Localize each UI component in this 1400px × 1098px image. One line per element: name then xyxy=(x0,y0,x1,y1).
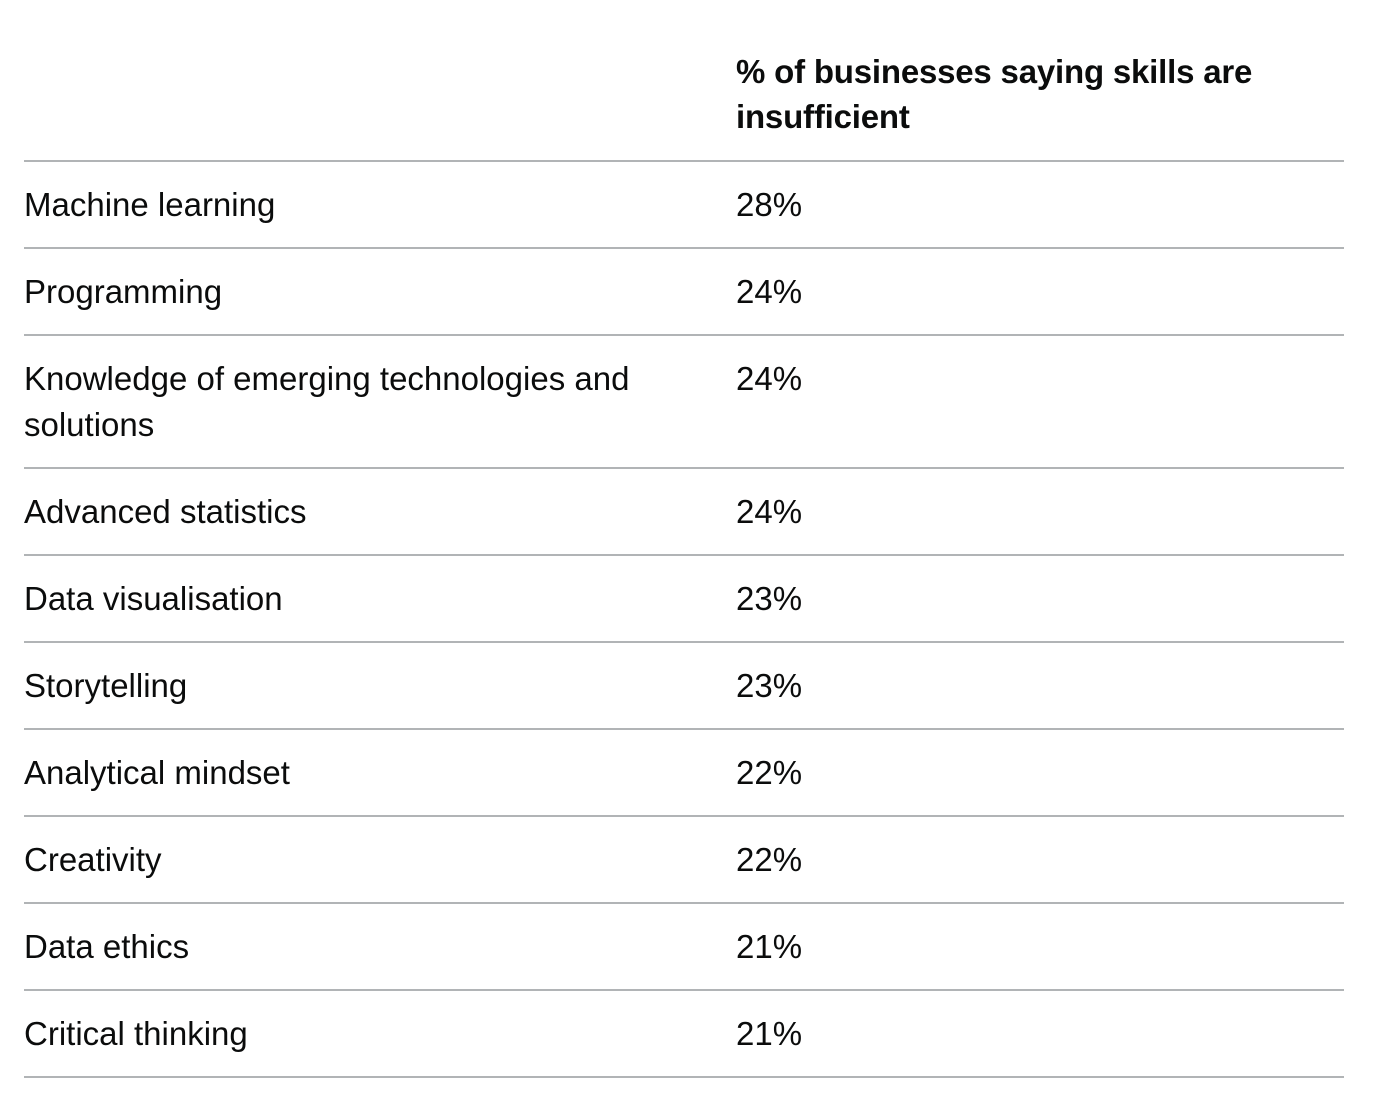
skill-cell: Data ethics xyxy=(24,903,736,991)
skills-table: % of businesses saying skills are insuff… xyxy=(24,44,1344,1078)
percentage-cell: 22% xyxy=(736,729,1344,817)
table-row: Programming 24% xyxy=(24,248,1344,336)
table-row: Data ethics 21% xyxy=(24,903,1344,991)
percentage-cell: 21% xyxy=(736,903,1344,991)
skill-cell: Creativity xyxy=(24,816,736,904)
percentage-cell: 24% xyxy=(736,335,1344,469)
percentage-cell: 21% xyxy=(736,990,1344,1078)
skill-cell: Advanced statistics xyxy=(24,468,736,556)
table-row: Critical thinking 21% xyxy=(24,990,1344,1078)
skill-cell: Data visualisation xyxy=(24,555,736,643)
table-row: Storytelling 23% xyxy=(24,642,1344,730)
header-row: % of businesses saying skills are insuff… xyxy=(24,44,1344,162)
skill-cell: Storytelling xyxy=(24,642,736,730)
percentage-cell: 22% xyxy=(736,816,1344,904)
skill-cell: Programming xyxy=(24,248,736,336)
table-row: Advanced statistics 24% xyxy=(24,468,1344,556)
skill-cell: Analytical mindset xyxy=(24,729,736,817)
skill-column-header xyxy=(24,44,736,162)
skill-cell: Machine learning xyxy=(24,161,736,249)
percentage-cell: 28% xyxy=(736,161,1344,249)
table-header: % of businesses saying skills are insuff… xyxy=(24,44,1344,162)
table-row: Creativity 22% xyxy=(24,816,1344,904)
skill-cell: Critical thinking xyxy=(24,990,736,1078)
table-row: Machine learning 28% xyxy=(24,161,1344,249)
table-body: Machine learning 28% Programming 24% Kno… xyxy=(24,161,1344,1078)
percentage-column-header: % of businesses saying skills are insuff… xyxy=(736,44,1344,162)
skill-cell: Knowledge of emerging technologies and s… xyxy=(24,335,736,469)
percentage-cell: 24% xyxy=(736,468,1344,556)
table-row: Knowledge of emerging technologies and s… xyxy=(24,335,1344,469)
percentage-cell: 24% xyxy=(736,248,1344,336)
percentage-cell: 23% xyxy=(736,555,1344,643)
percentage-cell: 23% xyxy=(736,642,1344,730)
table-row: Data visualisation 23% xyxy=(24,555,1344,643)
table-row: Analytical mindset 22% xyxy=(24,729,1344,817)
